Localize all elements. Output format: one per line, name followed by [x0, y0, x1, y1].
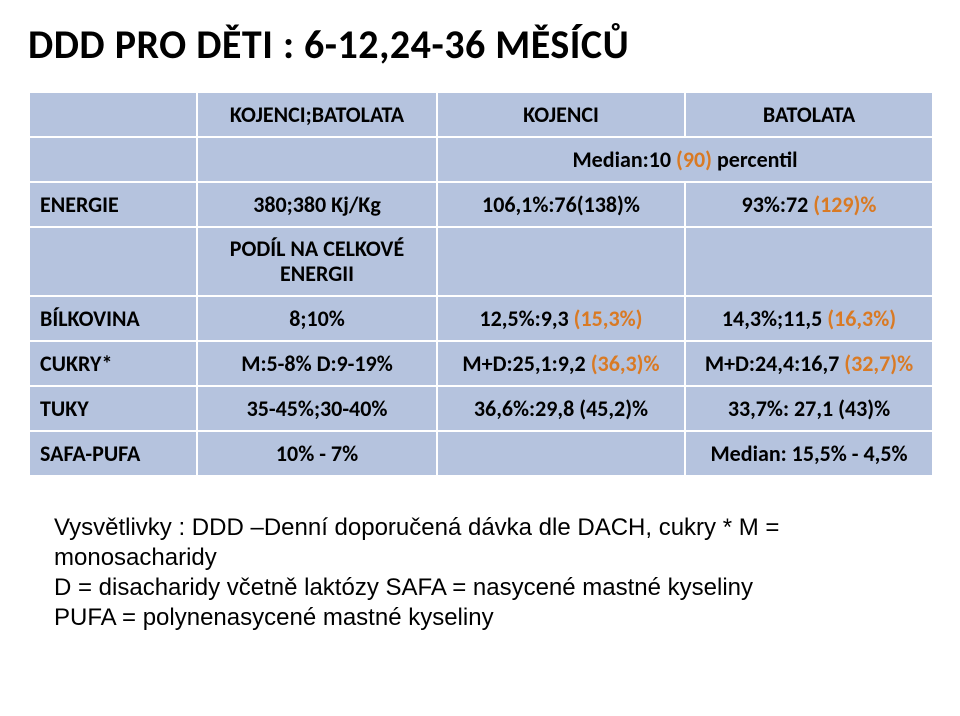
- cell-accent: (16,3%): [827, 305, 896, 332]
- table-row: BÍLKOVINA 8;10% 12,5%:9,3 (15,3%) 14,3%;…: [29, 296, 933, 341]
- cell: [437, 431, 685, 476]
- subheader-blank-0: [29, 137, 197, 182]
- cell-text: M+D:25,1:9,2: [462, 350, 590, 377]
- cell: 380;380 Kj/Kg: [197, 182, 437, 227]
- header-col2: KOJENCI: [437, 92, 685, 137]
- row-label-cukry: CUKRY*: [29, 341, 197, 386]
- table-row: SAFA-PUFA 10% - 7% Median: 15,5% - 4,5%: [29, 431, 933, 476]
- cell-accent: (32,7)%: [844, 350, 913, 377]
- cell: 93%:72 (129)%: [685, 182, 933, 227]
- legend-notes: Vysvětlivky : DDD –Denní doporučená dávk…: [28, 513, 932, 633]
- podil-line2: ENERGII: [208, 261, 426, 286]
- table-row: CUKRY* M:5-8% D:9-19% M+D:25,1:9,2 (36,3…: [29, 341, 933, 386]
- slide: DDD PRO DĚTI : 6-12,24-36 MĚSÍCŮ KOJENCI…: [0, 0, 960, 716]
- cell-accent: (129)%: [813, 191, 876, 218]
- subheader-text-a: Median:10: [572, 146, 676, 173]
- notes-line1: Vysvětlivky : DDD –Denní doporučená dávk…: [54, 513, 932, 573]
- cell: 8;10%: [197, 296, 437, 341]
- row-label-safa: SAFA-PUFA: [29, 431, 197, 476]
- table-row: TUKY 35-45%;30-40% 36,6%:29,8 (45,2)% 33…: [29, 386, 933, 431]
- cell: 33,7%: 27,1 (43)%: [685, 386, 933, 431]
- table-row: PODÍL NA CELKOVÉ ENERGII: [29, 227, 933, 296]
- cell: 10% - 7%: [197, 431, 437, 476]
- page-title: DDD PRO DĚTI : 6-12,24-36 MĚSÍCŮ: [28, 20, 932, 69]
- row-label-energie: ENERGIE: [29, 182, 197, 227]
- cell-text: M+D:24,4:16,7: [705, 350, 844, 377]
- cell: Median: 15,5% - 4,5%: [685, 431, 933, 476]
- cell: 35-45%;30-40%: [197, 386, 437, 431]
- header-col3: BATOLATA: [685, 92, 933, 137]
- row-label-bilkovina: BÍLKOVINA: [29, 296, 197, 341]
- cell-accent: (15,3%): [574, 305, 643, 332]
- table-row: ENERGIE 380;380 Kj/Kg 106,1%:76(138)% 93…: [29, 182, 933, 227]
- cell: M:5-8% D:9-19%: [197, 341, 437, 386]
- subheader-accent: (90): [676, 146, 712, 173]
- table-row: KOJENCI;BATOLATA KOJENCI BATOLATA: [29, 92, 933, 137]
- cell-accent: (36,3)%: [591, 350, 660, 377]
- cell-podil: PODÍL NA CELKOVÉ ENERGII: [197, 227, 437, 296]
- podil-line1: PODÍL NA CELKOVÉ: [208, 236, 426, 261]
- cell-text: 14,3%;11,5: [722, 305, 827, 332]
- table-row: Median:10 (90) percentil: [29, 137, 933, 182]
- nutrition-table: KOJENCI;BATOLATA KOJENCI BATOLATA Median…: [28, 91, 934, 477]
- cell: M+D:24,4:16,7 (32,7)%: [685, 341, 933, 386]
- subheader-text-b: percentil: [712, 146, 798, 173]
- header-blank: [29, 92, 197, 137]
- cell: 36,6%:29,8 (45,2)%: [437, 386, 685, 431]
- cell: M+D:25,1:9,2 (36,3)%: [437, 341, 685, 386]
- subheader-median: Median:10 (90) percentil: [437, 137, 933, 182]
- header-col1: KOJENCI;BATOLATA: [197, 92, 437, 137]
- cell-text: 12,5%:9,3: [479, 305, 573, 332]
- cell: 12,5%:9,3 (15,3%): [437, 296, 685, 341]
- notes-line2: D = disacharidy včetně laktózy SAFA = na…: [54, 573, 932, 603]
- notes-line3: PUFA = polynenasycené mastné kyseliny: [54, 603, 932, 633]
- row-label-blank: [29, 227, 197, 296]
- cell: [685, 227, 933, 296]
- subheader-blank-1: [197, 137, 437, 182]
- row-label-tuky: TUKY: [29, 386, 197, 431]
- cell-text: 93%:72: [742, 191, 814, 218]
- cell: [437, 227, 685, 296]
- cell: 106,1%:76(138)%: [437, 182, 685, 227]
- cell: 14,3%;11,5 (16,3%): [685, 296, 933, 341]
